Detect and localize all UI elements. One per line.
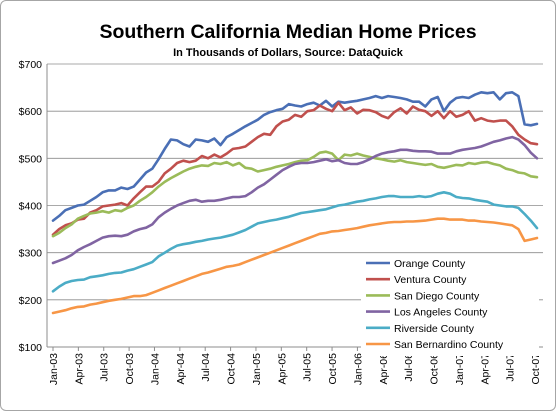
x-tick-label: Jan-06 [352, 353, 364, 385]
legend-label-orange-county: Orange County [394, 258, 466, 270]
x-tick-label: Jul-06 [403, 353, 415, 382]
x-tick-label: Apr-07 [479, 353, 491, 385]
x-tick-label: Jul-03 [99, 353, 111, 382]
y-tick-label: $500 [19, 153, 43, 165]
x-tick-label: Jan-03 [48, 353, 60, 385]
y-tick-label: $600 [19, 106, 43, 118]
x-tick-label: Oct-04 [226, 353, 238, 385]
axes: $100 $200 $300 $400 $500 $600 $700 Jan-03 Apr-03… [19, 59, 543, 385]
x-tick-label: Jan-07 [454, 353, 466, 385]
x-tick-label: Jan-05 [251, 353, 263, 385]
x-tick-label: Oct-07 [530, 353, 542, 385]
legend-label-san-bernardino-county: San Bernardino County [394, 339, 504, 351]
y-tick-label: $700 [19, 59, 43, 71]
series-line-los-angeles-county [51, 135, 539, 265]
x-tick-label: Oct-05 [327, 353, 339, 385]
legend-label-ventura-county: Ventura County [394, 274, 467, 286]
chart-title: Southern California Median Home Prices [99, 21, 476, 43]
legend: Orange County Ventura County San Diego Cou… [361, 254, 539, 356]
legend-box [361, 254, 539, 356]
x-tick-label: Oct-06 [429, 353, 441, 385]
y-tick-label: $400 [19, 201, 43, 213]
series-line-riverside-county [51, 191, 539, 293]
x-tick-label: Apr-05 [276, 353, 288, 385]
x-tick-label: Oct-03 [124, 353, 136, 385]
x-tick-label: Apr-03 [73, 353, 85, 385]
legend-label-los-angeles-county: Los Angeles County [394, 307, 488, 319]
x-tick-label: Jul-04 [200, 353, 212, 382]
series-line-orange-county [51, 91, 539, 222]
series-lines [51, 91, 539, 315]
x-tick-label: Jan-04 [149, 353, 161, 385]
y-tick-label: $300 [19, 248, 43, 260]
y-tick-label: $100 [19, 342, 43, 354]
x-tick-label: Jul-05 [302, 353, 314, 382]
legend-label-riverside-county: Riverside County [394, 323, 475, 335]
x-tick-label: Apr-04 [175, 353, 187, 385]
legend-label-san-diego-county: San Diego County [394, 290, 480, 302]
x-tick-label: Apr-06 [378, 353, 390, 385]
x-tick-label: Jul-07 [505, 353, 517, 382]
chart-subtitle: In Thousands of Dollars, Source: DataQui… [173, 47, 404, 59]
series-line-san-bernardino-county [51, 217, 539, 315]
y-tick-label: $200 [19, 295, 43, 307]
series-line-ventura-county [51, 101, 539, 236]
series-line-san-diego-county [51, 150, 539, 238]
